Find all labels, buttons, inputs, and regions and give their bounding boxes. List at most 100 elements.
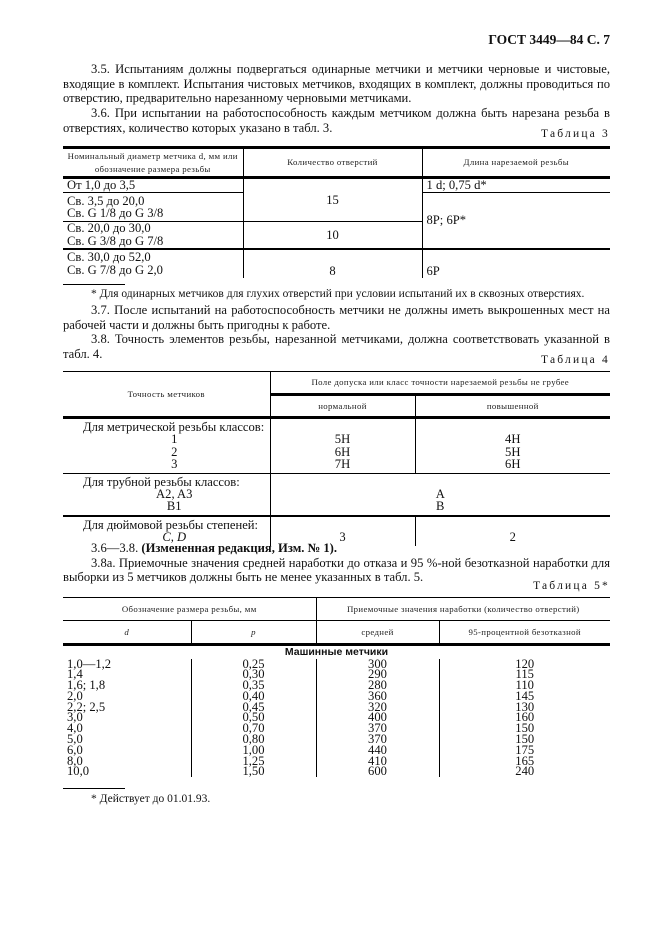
t5-header-95: 95-процентной безотказной — [438, 620, 610, 646]
t5-cell-p95: 150 — [438, 733, 610, 745]
t5-cell-mean: 370 — [315, 722, 439, 734]
t5-cell-p: 1,50 — [190, 765, 316, 778]
t5-cell-d: 10,0 — [67, 764, 90, 779]
t4-group-metric: Для метрической резьбы классов: 1 2 3 5H 6H 7… — [63, 417, 610, 474]
t5-body: 1,0—1,2 0,25 300 120 1,4 0,30 290 115 1,6; 1,8 0,… — [63, 656, 610, 779]
paragraph-3-6: 3.6. При испытании на работоспособность … — [63, 106, 610, 135]
t4-group-inch: Для дюймовой резьбы степеней: C, D 3 2 — [63, 515, 610, 546]
t5-header-d: d — [63, 620, 191, 646]
t5-cell-p: 0,35 — [190, 679, 316, 691]
t5-cell-p: 0,70 — [190, 722, 316, 734]
table5-caption: Таблица 5* — [533, 580, 610, 592]
t3-length-cell: 6P — [421, 248, 610, 278]
t3-size-cell: Св. 3,5 до 20,0 Св. G 1/8 до G 3/8 — [63, 192, 243, 222]
table5-footnote: * Действует до 01.01.93. — [91, 793, 211, 805]
t3-holes-cell: 15 — [242, 177, 422, 222]
t5-cell-mean: 280 — [315, 679, 439, 691]
t4-header-accuracy: Точность метчиков — [63, 371, 270, 419]
table-row: 2,2; 2,5 0,45 320 130 — [63, 699, 610, 714]
t3-header-size: Номинальный диаметр метчика d, мм или об… — [63, 147, 243, 179]
t5-cell-p: 1,25 — [190, 754, 316, 767]
t5-header-values: Приемочные значения наработки (количеств… — [315, 597, 610, 621]
table-row: 1,0—1,2 0,25 300 120 — [63, 656, 610, 671]
t3-header-length: Длина нарезаемой резьбы — [421, 147, 610, 179]
t4-header-high: повышенной — [414, 394, 610, 419]
table-row: 10,0 1,50 600 240 — [63, 764, 610, 779]
table-row: 3,0 0,50 400 160 — [63, 710, 610, 725]
t5-cell-mean: 300 — [315, 657, 439, 670]
table4-caption: Таблица 4 — [541, 354, 610, 366]
table-row: 5,0 0,80 370 150 — [63, 732, 610, 747]
table3-footnote: * Для одинарных метчиков для глухих отве… — [91, 288, 585, 300]
amendment-note: 3.6—3.8. (Измененная редакция, Изм. № 1)… — [91, 541, 338, 555]
t5-cell-p95: 115 — [438, 668, 610, 680]
t5-section-title: Машинные метчики — [284, 646, 389, 659]
t5-cell-p95: 160 — [438, 711, 610, 724]
paragraphs-amendment-3-8a: 3.6—3.8. (Измененная редакция, Изм. № 1)… — [63, 541, 610, 585]
paragraph-3-7: 3.7. После испытаний на работоспособност… — [63, 303, 610, 332]
t5-cell-mean: 370 — [315, 733, 439, 745]
page-header: ГОСТ 3449—84 С. 7 — [488, 32, 610, 47]
t5-cell-d: 5,0 — [67, 732, 83, 747]
table-row: 6,0 1,00 440 175 — [63, 742, 610, 757]
table3-caption: Таблица 3 — [541, 128, 610, 140]
t5-cell-mean: 320 — [315, 701, 439, 713]
t5-cell-mean: 290 — [315, 668, 439, 680]
t3-size-cell: От 1,0 до 3,5 — [63, 177, 243, 193]
table-row: 4,0 0,70 370 150 — [63, 721, 610, 736]
t5-cell-d: 2,0 — [67, 688, 83, 703]
table-5: Обозначение размера резьбы, мм Приемочны… — [63, 597, 610, 779]
t4-header-group: Поле допуска или класс точности нарезаем… — [269, 371, 610, 396]
footnote-rule — [63, 788, 125, 790]
t5-cell-p: 0,25 — [190, 657, 316, 670]
t5-cell-p95: 120 — [438, 657, 610, 670]
t5-cell-mean: 410 — [315, 754, 439, 767]
t5-cell-p95: 150 — [438, 722, 610, 734]
t5-cell-p: 0,40 — [190, 690, 316, 702]
t5-cell-d: 6,0 — [67, 742, 83, 757]
t5-cell-d: 1,4 — [67, 667, 83, 682]
table-row: 1,6; 1,8 0,35 280 110 — [63, 678, 610, 693]
t5-cell-p: 0,45 — [190, 701, 316, 713]
t5-header-size: Обозначение размера резьбы, мм — [63, 597, 316, 621]
table-row: 2,0 0,40 360 145 — [63, 688, 610, 703]
t5-cell-p: 0,30 — [190, 668, 316, 680]
paragraph-3-8a: 3.8а. Приемочные значения средней нарабо… — [63, 555, 610, 585]
table-row: 8,0 1,25 410 165 — [63, 753, 610, 768]
t3-length-cell: 1 d; 0,75 d* — [421, 177, 610, 193]
table-4: Точность метчиков Поле допуска или класс… — [63, 371, 610, 546]
t5-cell-p95: 145 — [438, 690, 610, 702]
t5-cell-mean: 600 — [315, 765, 439, 778]
t3-length-cell: 8P; 6P* — [421, 192, 610, 250]
t5-header-mean: средней — [315, 620, 439, 646]
paragraph-3-5: 3.5. Испытаниям должны подвергаться один… — [63, 62, 610, 106]
t3-holes-cell: 10 — [242, 221, 422, 250]
t3-size-cell: Св. 30,0 до 52,0 Св. G 7/8 до G 2,0 — [67, 250, 163, 277]
t5-cell-p: 0,80 — [190, 733, 316, 745]
t5-cell-d: 3,0 — [67, 710, 83, 725]
t5-cell-p95: 130 — [438, 701, 610, 713]
t5-cell-p: 0,50 — [190, 711, 316, 724]
paragraphs-3-7-3-8: 3.7. После испытаний на работоспособност… — [63, 303, 610, 362]
footnote-rule — [63, 284, 125, 286]
t5-cell-d: 1,6; 1,8 — [67, 678, 106, 693]
t3-size-cell: Св. 20,0 до 30,0 Св. G 3/8 до G 7/8 — [63, 221, 243, 250]
t5-cell-d: 8,0 — [67, 753, 83, 768]
paragraph-3-8: 3.8. Точность элементов резьбы, нарезанн… — [63, 332, 610, 362]
t3-holes-cell: 8 — [242, 248, 422, 278]
t5-cell-d: 2,2; 2,5 — [67, 699, 106, 714]
t5-header-p: p — [190, 620, 316, 646]
paragraphs-3-5-3-6: 3.5. Испытаниям должны подвергаться один… — [63, 62, 610, 136]
t3-header-holes: Количество отверстий — [242, 147, 422, 179]
t5-cell-p: 1,00 — [190, 744, 316, 756]
t5-cell-p95: 110 — [438, 679, 610, 691]
t5-cell-d: 1,0—1,2 — [67, 656, 112, 671]
table-3: Номинальный диаметр метчика d, мм или об… — [63, 146, 610, 278]
t5-cell-mean: 440 — [315, 744, 439, 756]
t5-cell-mean: 360 — [315, 690, 439, 702]
t5-cell-p95: 240 — [438, 765, 610, 778]
table-row: 1,4 0,30 290 115 — [63, 667, 610, 682]
t5-cell-d: 4,0 — [67, 721, 83, 736]
t4-header-normal: нормальной — [269, 394, 415, 419]
